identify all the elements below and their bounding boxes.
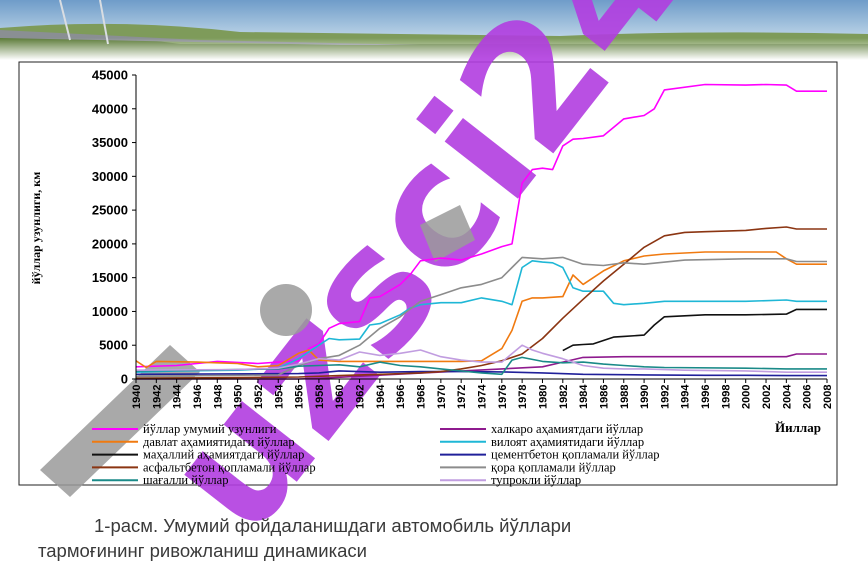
series-line-10 (135, 344, 827, 374)
x-tick-label: 1950 (233, 385, 245, 409)
caption-line-1: 1-расм. Умумий фойдаланишдаги автомобиль… (94, 515, 572, 536)
y-tick-label: 40000 (92, 101, 128, 116)
x-tick-label: 1940 (131, 385, 143, 409)
x-tick-label: 1990 (639, 385, 651, 409)
y-tick-label: 45000 (92, 68, 128, 83)
legend-label: давлат аҳамиятидаги йўллар (143, 435, 295, 449)
x-tick-label: 1992 (659, 385, 671, 409)
legend: йўллар умумий узунлиги халкаро аҳамиятдаг… (92, 422, 660, 487)
watermark-dot (260, 284, 312, 336)
y-tick-label: 5000 (99, 338, 128, 353)
x-tick-label: 1966 (395, 385, 407, 409)
x-tick-label: 1946 (192, 385, 204, 409)
x-tick-label: 1960 (334, 385, 346, 409)
y-tick-label: 25000 (92, 203, 128, 218)
y-tick-label: 35000 (92, 135, 128, 150)
legend-label: маҳаллий аҳамиятдаги йўллар (143, 448, 304, 462)
series-lines (135, 83, 827, 380)
series-line-3 (135, 251, 827, 369)
x-tick-label: 2004 (781, 384, 793, 409)
legend-label: шағалли йўллар (143, 473, 228, 487)
series-line-2 (136, 353, 827, 380)
x-tick-label: 1954 (273, 384, 285, 409)
legend-label: қора қопламали йўллар (491, 460, 616, 474)
caption-line-2: тармоғининг ривожланиш динамикаси (38, 540, 367, 561)
legend-label: халкаро аҳамиятдаги йўллар (491, 422, 643, 436)
y-axis-label: йўллар узунлиги, км (29, 172, 43, 285)
x-tick-label: 1980 (537, 385, 549, 409)
series-line-9 (135, 356, 827, 376)
y-tick-label: 0 (121, 372, 128, 387)
x-tick-label: 2006 (802, 385, 814, 409)
legend-label: вилоят аҳамиятидаги йўллар (491, 435, 644, 449)
banner-image (0, 0, 868, 60)
legend-label: цементбетон қопламали йўллар (491, 448, 660, 462)
x-tick-label: 1962 (355, 385, 367, 409)
x-tick-label: 1942 (151, 385, 163, 409)
y-tick-label: 30000 (92, 169, 128, 184)
x-tick-label: 1982 (558, 385, 570, 409)
x-tick-label: 2000 (741, 385, 753, 409)
x-tick-label: 1996 (700, 385, 712, 409)
x-tick-label: 1974 (477, 384, 489, 409)
x-tick-label: 1988 (619, 385, 631, 409)
x-tick-label: 1978 (517, 385, 529, 409)
legend-label: йўллар умумий узунлиги (143, 422, 277, 436)
x-tick-label: 2008 (822, 385, 834, 409)
series-line-7 (135, 226, 827, 380)
y-tick-label: 15000 (92, 270, 128, 285)
watermark-bar (40, 345, 200, 497)
x-tick-label: 2002 (761, 385, 773, 409)
watermark-tick (420, 205, 475, 262)
x-tick-label: 1986 (598, 385, 610, 409)
x-tick-label: 1956 (294, 385, 306, 409)
x-tick-label: 1968 (416, 385, 428, 409)
x-tick-label: 1958 (314, 385, 326, 409)
x-tick-label: 1994 (680, 384, 692, 409)
series-line-6 (135, 370, 827, 377)
y-tick-label: 20000 (92, 236, 128, 251)
x-tick-label: 1948 (212, 385, 224, 409)
series-line-1 (135, 83, 827, 368)
x-tick-label: 1998 (720, 385, 732, 409)
x-tick-label: 1984 (578, 384, 590, 409)
legend-label: асфальтбетон қопламали йўллар (143, 460, 316, 474)
x-tick-label: 1964 (375, 384, 387, 409)
y-tick-label: 10000 (92, 304, 128, 319)
x-tick-label: 1972 (456, 385, 468, 409)
x-tick-label: 1944 (172, 384, 184, 409)
series-line-8 (135, 256, 827, 378)
x-tick-label: 1952 (253, 385, 265, 409)
axes: 0 5000 10000 15000 20000 25000 30000 35000 40000… (92, 68, 834, 410)
x-tick-label: 1976 (497, 385, 509, 409)
series-line-5 (562, 308, 827, 352)
series-line-4 (135, 259, 827, 373)
legend-label: тупрокли йўллар (491, 473, 581, 487)
x-axis-label: Йиллар (775, 420, 821, 435)
figure-caption: 1-расм. Умумий фойдаланишдаги автомобиль… (38, 513, 858, 563)
x-tick-label: 1970 (436, 385, 448, 409)
